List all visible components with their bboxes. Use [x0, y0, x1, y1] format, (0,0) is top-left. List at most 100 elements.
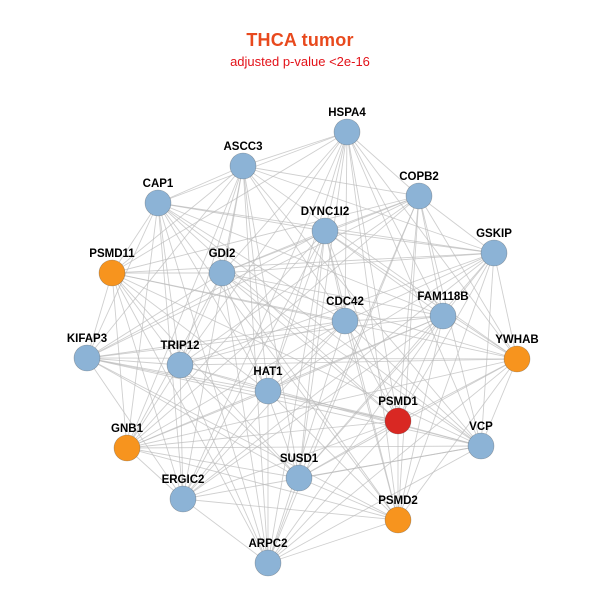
edge	[111, 272, 518, 360]
edge	[346, 131, 518, 360]
edge	[179, 364, 300, 479]
edge	[298, 315, 444, 479]
node-COPB2	[405, 182, 433, 210]
edge	[221, 272, 300, 479]
edge	[157, 165, 244, 204]
edge	[126, 315, 444, 449]
edge	[267, 230, 326, 564]
edge	[179, 195, 420, 366]
edge	[86, 272, 223, 359]
edge	[324, 230, 444, 317]
edge	[344, 320, 482, 447]
edge	[344, 252, 495, 322]
node-label-PSMD2: PSMD2	[378, 495, 418, 507]
edge	[242, 165, 269, 564]
edge	[86, 195, 420, 359]
edge	[86, 320, 346, 359]
edge	[111, 272, 184, 500]
node-FAM118B	[429, 302, 457, 330]
edge	[126, 320, 346, 449]
node-label-ERGIC2: ERGIC2	[162, 474, 205, 486]
node-SUSD1	[285, 464, 313, 492]
edge	[221, 272, 518, 360]
edge	[418, 195, 518, 360]
edge	[86, 357, 399, 521]
edge	[126, 202, 159, 449]
edge	[182, 498, 269, 564]
node-label-PSMD1: PSMD1	[378, 396, 418, 408]
node-label-HSPA4: HSPA4	[328, 107, 366, 119]
edge	[126, 447, 399, 521]
node-label-GDI2: GDI2	[209, 248, 236, 260]
edge	[157, 202, 399, 521]
edge	[267, 320, 346, 564]
edge	[344, 131, 348, 322]
node-CDC42	[331, 307, 359, 335]
edge	[179, 131, 348, 366]
node-label-GNB1: GNB1	[111, 423, 144, 435]
edge	[267, 477, 300, 564]
edge	[126, 420, 399, 449]
edge	[344, 315, 444, 322]
node-HAT1	[254, 377, 282, 405]
edge	[182, 445, 482, 500]
edge	[397, 315, 444, 422]
node-label-YWHAB: YWHAB	[495, 334, 538, 346]
edge	[111, 272, 482, 447]
edge	[182, 420, 399, 500]
edge	[397, 315, 444, 521]
edge	[242, 165, 420, 197]
edge	[157, 202, 346, 322]
edge	[221, 272, 269, 564]
edge	[267, 131, 348, 392]
edge	[157, 202, 326, 232]
edge	[346, 131, 444, 317]
edge	[221, 272, 399, 521]
node-CAP1	[144, 189, 172, 217]
edge	[221, 272, 482, 447]
edge	[179, 252, 495, 366]
node-label-PSMD11: PSMD11	[89, 248, 135, 260]
edge	[267, 390, 399, 422]
node-TRIP12	[166, 351, 194, 379]
edge	[242, 131, 348, 167]
edge	[493, 252, 518, 360]
edge	[111, 272, 181, 366]
edge	[221, 131, 348, 274]
edge	[346, 131, 420, 197]
node-KIFAP3	[73, 344, 101, 372]
node-GNB1	[113, 434, 141, 462]
edge	[86, 357, 399, 422]
edge	[182, 230, 326, 500]
edge	[242, 165, 495, 254]
node-GDI2	[208, 259, 236, 287]
edge	[397, 252, 495, 422]
edge	[267, 252, 495, 392]
edge	[397, 195, 420, 521]
edge	[179, 364, 184, 500]
edge	[298, 131, 348, 479]
edge	[267, 358, 518, 564]
edge	[324, 230, 399, 521]
edge	[267, 315, 444, 564]
edge	[267, 519, 399, 564]
edge	[157, 202, 444, 317]
edge	[182, 252, 495, 500]
edge	[182, 320, 346, 500]
node-PSMD2	[384, 506, 412, 534]
edge	[86, 357, 482, 447]
node-ASCC3	[229, 152, 257, 180]
edge	[111, 252, 495, 274]
edge	[242, 165, 518, 360]
edge	[397, 252, 495, 521]
edge	[480, 358, 518, 447]
edge	[182, 131, 348, 500]
edge	[418, 195, 495, 254]
node-label-HAT1: HAT1	[253, 366, 283, 378]
edge	[179, 358, 518, 366]
node-PSMD1	[384, 407, 412, 435]
edge	[346, 131, 399, 422]
edge	[86, 165, 244, 359]
edge	[221, 272, 444, 317]
edge	[126, 195, 420, 449]
